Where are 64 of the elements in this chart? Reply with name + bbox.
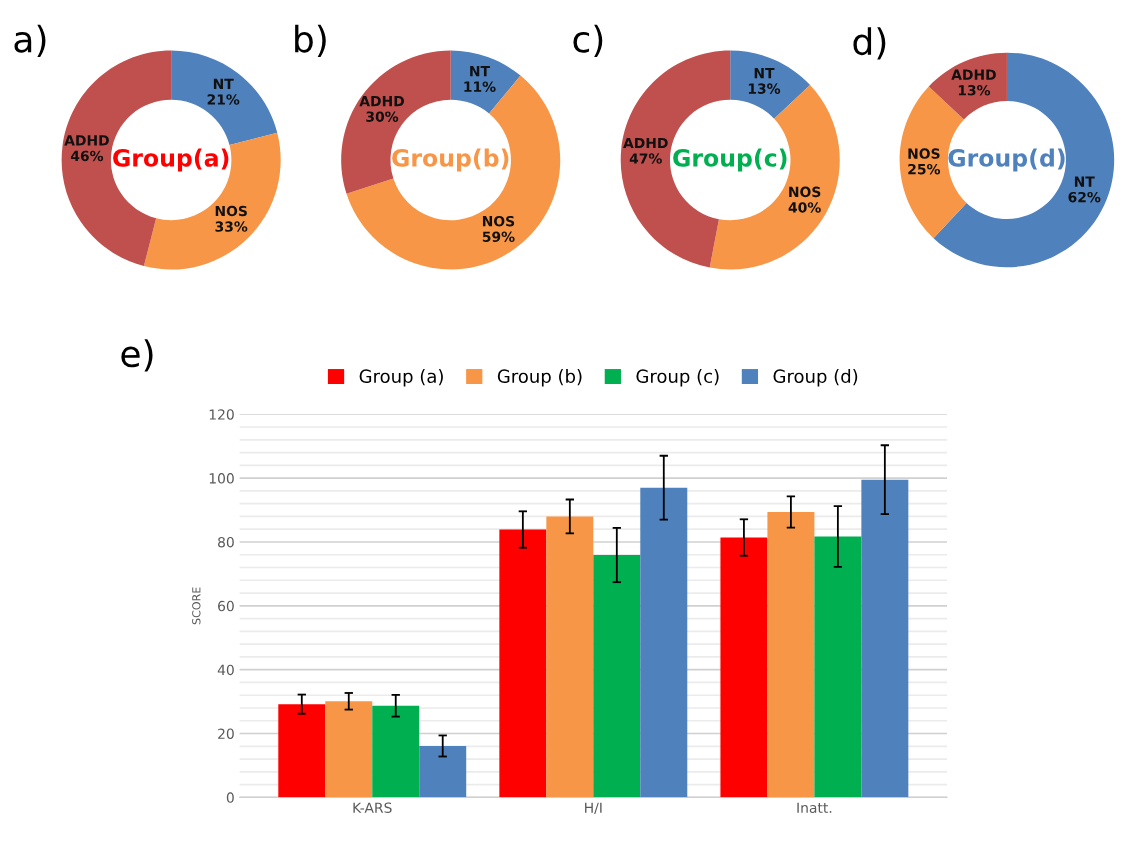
bar: [814, 536, 862, 798]
slice-label: NOS: [908, 148, 940, 159]
data-label: 47%: [629, 153, 662, 164]
bar: [419, 745, 467, 798]
bar: [278, 704, 326, 798]
x-tick-label: K-ARS: [353, 802, 392, 813]
bar: [372, 705, 420, 798]
slice-label: NOS: [215, 205, 247, 217]
bar: [720, 537, 768, 798]
legend-label: Group (b): [497, 369, 582, 387]
y-tick-label: 60: [218, 600, 234, 612]
data-label: 25%: [908, 163, 941, 175]
chart-title: a): [14, 24, 46, 57]
chart-title: c): [573, 24, 603, 57]
donut-slice: [346, 75, 561, 270]
chart-title: d): [853, 27, 886, 60]
chart-title: e): [121, 339, 153, 372]
donut-slice: [450, 50, 521, 114]
bar: [767, 511, 815, 798]
data-label: 13%: [958, 85, 991, 96]
bar: [499, 529, 547, 798]
legend-label: Group (a): [359, 369, 443, 387]
slice-label: NOS: [789, 186, 821, 198]
text: Group(b): [392, 148, 509, 172]
y-tick-label: 80: [218, 536, 234, 548]
donut-slice: [730, 50, 811, 119]
data-label: 21%: [207, 94, 240, 105]
data-label: 59%: [482, 231, 515, 242]
slice-label: ADHD: [951, 69, 996, 80]
slice-label: ADHD: [359, 96, 405, 107]
data-label: 30%: [366, 111, 399, 122]
data-label: 33%: [215, 221, 248, 232]
data-label: 13%: [748, 83, 781, 94]
bar: [640, 487, 688, 798]
x-tick-label: H/I: [585, 802, 602, 815]
legend-label: Group (d): [773, 369, 858, 387]
slice-label: NT: [754, 68, 775, 79]
y-tick-label: 100: [209, 473, 234, 484]
y-axis-title: SCORE: [192, 587, 201, 625]
text: Group(a): [113, 148, 229, 172]
y-tick-label: 40: [217, 664, 234, 676]
slice-label: NT: [470, 66, 490, 77]
donut-slice: [171, 50, 278, 145]
slice-label: ADHD: [623, 137, 668, 149]
chart-title: b): [295, 24, 326, 57]
y-tick-label: 20: [218, 728, 234, 739]
bar: [593, 555, 641, 798]
text: Group(c): [673, 148, 787, 172]
slice-label: ADHD: [64, 135, 109, 146]
data-label: 46%: [70, 150, 104, 162]
data-label: 62%: [1068, 191, 1101, 203]
slice-label: NOS: [482, 215, 515, 227]
slice-label: NT: [1074, 176, 1095, 187]
bar: [325, 701, 373, 798]
text: Group(d): [948, 148, 1065, 172]
y-tick-label: 120: [209, 409, 234, 420]
y-tick-label: 0: [226, 792, 234, 803]
slice-label: NT: [213, 78, 234, 89]
x-tick-label: Inatt.: [797, 802, 832, 813]
data-label: 40%: [788, 202, 821, 213]
bar: [861, 479, 909, 798]
bar: [546, 516, 594, 798]
data-label: 11%: [464, 81, 496, 92]
legend-label: Group (c): [636, 369, 719, 387]
